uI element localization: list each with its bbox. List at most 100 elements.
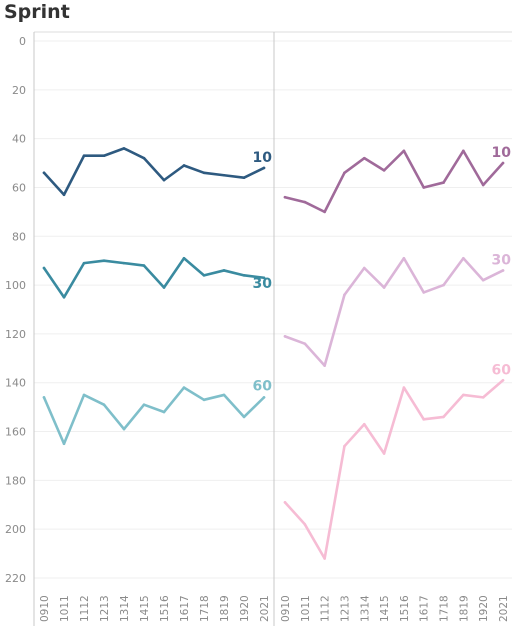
x-tick-label: 0910 <box>39 595 51 622</box>
data-point <box>303 523 307 526</box>
y-tick-label: 40 <box>12 133 26 146</box>
data-point <box>481 183 485 187</box>
data-point <box>102 403 106 406</box>
x-tick-label: 0910 <box>280 595 292 622</box>
y-tick-label: 140 <box>5 377 26 390</box>
x-tick-label: 1011 <box>300 595 312 622</box>
data-point <box>362 266 366 270</box>
data-point <box>242 176 246 179</box>
series-line-10 <box>283 149 505 214</box>
data-point <box>222 269 226 272</box>
chart-title: Sprint <box>4 1 70 23</box>
data-point <box>262 166 266 170</box>
x-tick-label: 1617 <box>419 595 431 622</box>
data-point <box>102 259 106 262</box>
y-tick-label: 220 <box>5 572 26 585</box>
x-tick-label: 1516 <box>399 595 411 622</box>
data-point <box>323 210 326 214</box>
data-point <box>462 393 465 397</box>
data-point <box>62 295 66 299</box>
y-tick-label: 60 <box>12 181 26 194</box>
x-tick-label: 1718 <box>439 595 451 622</box>
data-point <box>402 149 406 153</box>
data-point <box>202 398 206 402</box>
x-tick-label: 1213 <box>339 595 351 622</box>
data-point <box>202 274 206 277</box>
x-tick-label: 1112 <box>320 595 332 622</box>
data-point <box>142 156 146 160</box>
data-point <box>242 415 246 419</box>
data-point <box>343 171 346 175</box>
data-point <box>283 195 287 199</box>
series-end-label: 30 <box>492 252 512 268</box>
data-point <box>501 161 505 165</box>
y-tick-label: 200 <box>5 523 26 536</box>
series-end-label: 10 <box>253 150 273 166</box>
x-tick-label: 1920 <box>478 595 490 622</box>
data-point <box>222 173 226 177</box>
data-point <box>382 452 386 455</box>
data-point <box>323 557 326 560</box>
data-point <box>501 378 505 382</box>
data-point <box>102 154 106 158</box>
data-point <box>462 256 465 260</box>
data-point <box>303 200 307 204</box>
series-line-60 <box>42 386 266 446</box>
data-point <box>442 415 445 419</box>
series-line-30 <box>283 256 505 367</box>
x-tick-label: 1112 <box>79 595 91 622</box>
x-tick-label: 1516 <box>159 595 171 622</box>
data-point <box>343 444 346 448</box>
series-line-30 <box>42 256 266 299</box>
data-point <box>202 171 206 175</box>
data-point <box>362 156 366 160</box>
data-point <box>402 256 406 260</box>
x-tick-label: 1718 <box>199 595 211 622</box>
data-point <box>82 261 86 265</box>
y-tick-label: 20 <box>12 84 26 97</box>
x-tick-label: 1819 <box>458 595 470 622</box>
series-end-label: 60 <box>492 362 512 378</box>
data-point <box>42 266 46 270</box>
data-point <box>182 164 186 167</box>
data-point <box>442 283 445 287</box>
data-point <box>162 410 166 414</box>
data-point <box>422 418 426 421</box>
data-point <box>262 396 266 399</box>
y-tick-label: 180 <box>5 474 26 487</box>
data-point <box>42 171 46 175</box>
data-point <box>462 149 465 153</box>
data-point <box>142 403 146 406</box>
data-point <box>501 269 505 272</box>
data-point <box>442 181 445 184</box>
series-end-label: 30 <box>253 276 273 292</box>
data-point <box>242 274 246 277</box>
data-point <box>122 147 126 150</box>
data-point <box>323 364 326 367</box>
x-tick-label: 1314 <box>359 595 371 622</box>
data-point <box>283 335 287 338</box>
x-tick-label: 1011 <box>59 595 71 622</box>
series-line-60 <box>283 378 505 560</box>
x-tick-label: 1415 <box>139 595 151 622</box>
data-point <box>162 178 166 182</box>
data-point <box>222 393 226 397</box>
data-point <box>182 256 186 260</box>
data-point <box>382 286 386 289</box>
y-tick-label: 100 <box>5 279 26 292</box>
data-point <box>343 293 346 297</box>
data-point <box>422 291 426 294</box>
data-point <box>262 276 266 280</box>
data-point <box>303 342 307 345</box>
x-tick-label: 1819 <box>219 595 231 622</box>
data-point <box>42 396 46 399</box>
data-point <box>283 501 287 504</box>
y-tick-label: 80 <box>12 230 26 243</box>
data-point <box>162 286 166 289</box>
x-tick-label: 1314 <box>119 595 131 622</box>
y-tick-label: 120 <box>5 328 26 341</box>
data-point <box>402 386 406 389</box>
data-point <box>122 427 126 431</box>
data-point <box>362 422 366 426</box>
